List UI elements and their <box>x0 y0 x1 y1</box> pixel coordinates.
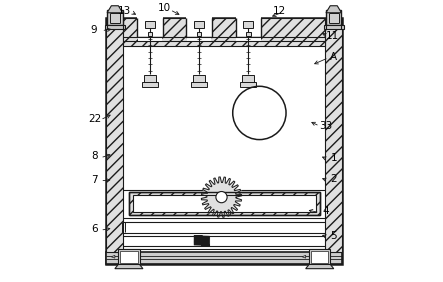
Bar <box>193 75 205 82</box>
Text: 6: 6 <box>91 224 98 234</box>
Text: 13: 13 <box>118 6 131 16</box>
Bar <box>309 249 330 265</box>
Bar <box>326 10 342 25</box>
Bar <box>106 17 342 265</box>
Text: A: A <box>330 52 337 62</box>
Polygon shape <box>306 265 334 269</box>
Circle shape <box>216 191 227 203</box>
Bar <box>144 75 156 82</box>
Polygon shape <box>326 6 342 13</box>
Bar <box>187 15 212 37</box>
Bar <box>325 17 342 252</box>
Bar <box>242 75 254 82</box>
Bar <box>105 25 125 29</box>
Bar <box>311 251 328 263</box>
Bar <box>137 15 163 37</box>
Bar <box>244 21 253 28</box>
Bar <box>197 32 202 36</box>
Text: 2: 2 <box>330 174 337 184</box>
Text: 22: 22 <box>88 114 101 124</box>
Bar <box>246 32 250 36</box>
Text: 11: 11 <box>326 31 339 41</box>
Polygon shape <box>302 255 306 258</box>
Bar <box>236 15 261 37</box>
Text: 9: 9 <box>90 25 97 35</box>
Bar <box>142 82 158 87</box>
Bar <box>129 191 320 215</box>
Bar <box>145 21 155 28</box>
Bar <box>123 17 325 46</box>
Text: 7: 7 <box>91 175 98 185</box>
Text: 12: 12 <box>272 6 286 16</box>
Bar <box>138 37 162 42</box>
Bar <box>194 21 204 28</box>
Text: 10: 10 <box>157 3 171 13</box>
Bar <box>106 17 123 252</box>
Bar <box>240 82 256 87</box>
Bar <box>324 25 344 29</box>
Bar <box>236 37 260 42</box>
Polygon shape <box>107 6 123 13</box>
Bar <box>191 82 207 87</box>
Bar <box>118 249 140 265</box>
Bar <box>148 32 152 36</box>
Bar <box>132 195 316 212</box>
Text: 1: 1 <box>330 153 337 163</box>
Text: 8: 8 <box>91 151 98 161</box>
Bar <box>120 251 138 263</box>
Text: 5: 5 <box>330 232 337 241</box>
Bar <box>187 37 211 42</box>
Text: 33: 33 <box>319 121 332 131</box>
Text: 4: 4 <box>322 206 329 216</box>
Polygon shape <box>115 265 143 269</box>
Bar <box>132 195 316 212</box>
Bar <box>106 252 342 265</box>
Polygon shape <box>111 255 115 258</box>
Polygon shape <box>201 177 242 217</box>
Bar <box>129 191 320 215</box>
Bar <box>107 10 123 25</box>
